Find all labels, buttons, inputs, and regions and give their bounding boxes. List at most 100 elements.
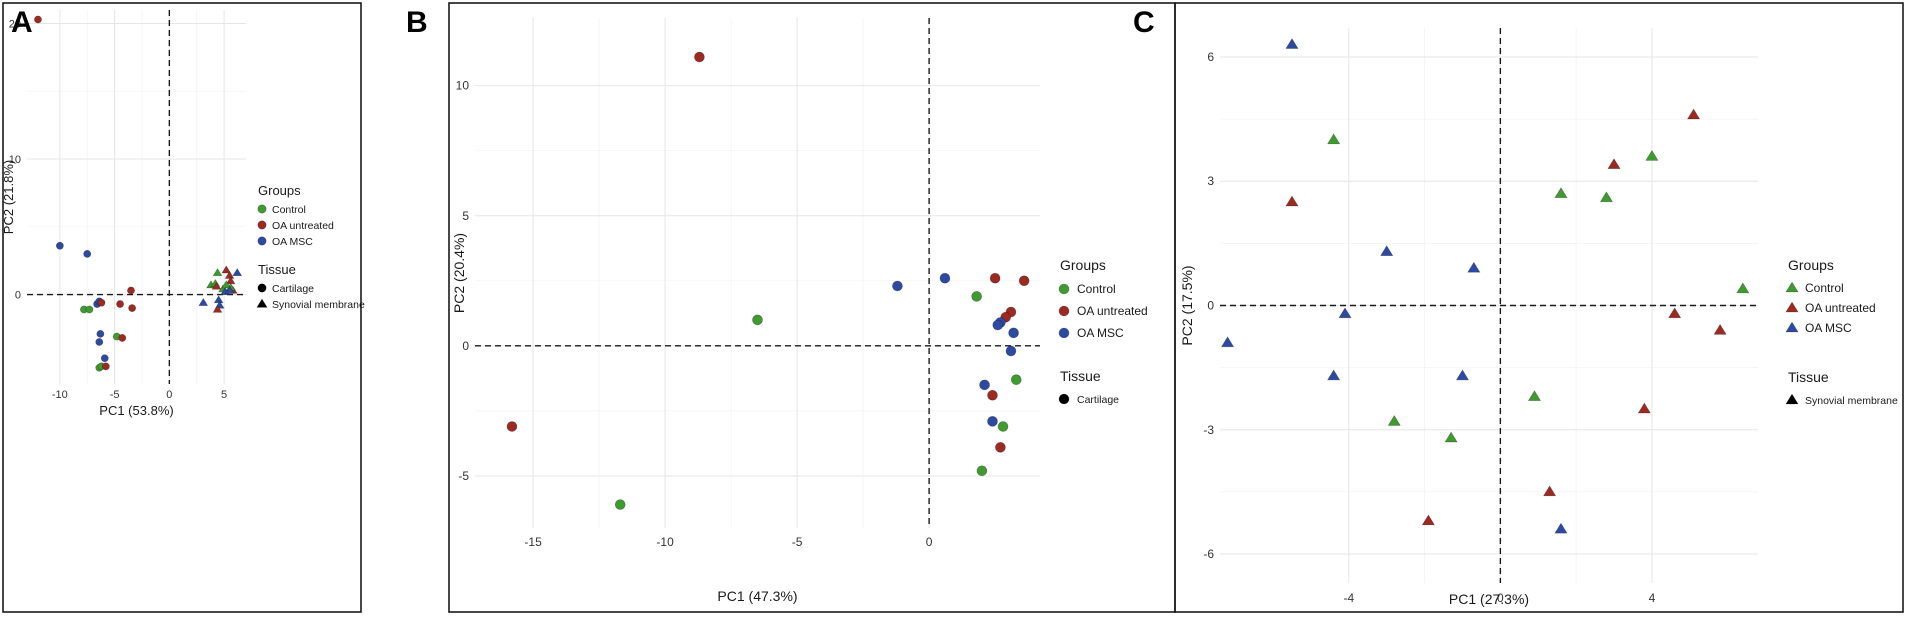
point-oa-msc-triangle [1455, 369, 1470, 381]
point-control-circle [971, 291, 982, 302]
point-oa-untreated-circle [116, 300, 124, 308]
legend: Groups Control OA untreated OA MSC Tissue Car… [256, 183, 365, 311]
legend-label-control: Control [1077, 282, 1116, 296]
point-oa-untreated-triangle [212, 304, 223, 313]
y-axis-title: PC2 (17.5%) [1179, 265, 1195, 345]
point-oa-msc-triangle [1554, 522, 1568, 534]
point-control-triangle [1599, 191, 1614, 203]
gridlines [1220, 28, 1758, 583]
legend-label-control: Control [1805, 281, 1844, 295]
point-oa-untreated-circle [101, 362, 110, 371]
point-oa-untreated-circle [987, 389, 998, 401]
x-tick-label: 0 [1497, 591, 1504, 605]
point-oa-msc-triangle [224, 285, 235, 294]
data-points [1221, 38, 1750, 534]
point-control-triangle [212, 268, 223, 277]
legend-tissue-title: Tissue [1788, 369, 1829, 385]
point-oa-msc-triangle [198, 297, 209, 306]
point-oa-untreated-circle [34, 15, 42, 24]
gridlines [27, 10, 246, 384]
y-tick-label: 0 [462, 339, 469, 353]
point-oa-msc-circle [100, 354, 109, 363]
point-oa-msc-triangle [1338, 307, 1352, 319]
point-oa-msc-circle [95, 338, 104, 346]
point-control-circle [1010, 374, 1022, 385]
point-oa-msc-circle [979, 379, 990, 391]
y-tick-label: 0 [1207, 299, 1214, 313]
legend-label-cartilage: Cartilage [1077, 394, 1119, 406]
point-oa-untreated-triangle [221, 265, 232, 274]
point-oa-msc-triangle [1327, 369, 1341, 381]
point-oa-msc-circle [992, 319, 1004, 331]
point-control-circle [85, 305, 94, 314]
point-oa-untreated-circle [694, 51, 705, 63]
legend-label-oa-msc: OA MSC [1077, 326, 1124, 340]
x-axis-title: PC1 (53.8%) [99, 403, 173, 418]
x-tick-label: 4 [1649, 591, 1656, 605]
point-oa-untreated-triangle [1285, 195, 1299, 207]
point-oa-untreated-circle [989, 272, 1001, 284]
point-control-triangle [1527, 390, 1542, 401]
point-control-triangle [221, 280, 232, 289]
legend-key-oa-untreated [1058, 305, 1070, 317]
y-tick-label: -6 [1203, 547, 1214, 561]
point-oa-untreated-triangle [1668, 307, 1682, 319]
y-axis-title: PC2 (21.8%) [1, 160, 16, 234]
x-tick-label: 5 [221, 389, 227, 401]
legend-label-cartilage: Cartilage [272, 283, 314, 295]
legend-key-cartilage [1058, 393, 1070, 405]
point-oa-untreated-triangle [1607, 158, 1621, 169]
point-oa-msc-circle [55, 241, 64, 250]
x-tick-label: -15 [524, 535, 542, 549]
legend-key-control [1058, 283, 1070, 295]
legend-key-oa-untreated [257, 220, 267, 230]
legend-key-synovial-membrane [1785, 393, 1799, 405]
legend: Groups Control OA untreated OA MSC Tissue Car… [1058, 257, 1148, 406]
x-tick-label: -4 [1343, 591, 1354, 605]
panel-letter: C [1133, 6, 1155, 39]
point-oa-untreated-triangle [211, 281, 222, 290]
point-oa-msc-circle [1008, 327, 1019, 339]
point-control-triangle [1387, 415, 1401, 426]
point-oa-untreated-circle [127, 286, 135, 295]
point-control-circle [752, 314, 763, 326]
x-axis-title: PC1 (27.3%) [1449, 591, 1529, 607]
y-tick-label: 20 [9, 19, 21, 31]
point-oa-untreated-triangle [1687, 108, 1701, 120]
y-tick-label: 10 [456, 79, 470, 93]
legend-label-oa-untreated: OA untreated [1077, 304, 1148, 318]
legend-label-oa-msc: OA MSC [1805, 321, 1852, 335]
point-control-triangle [1554, 187, 1568, 198]
point-oa-untreated-triangle [1421, 514, 1435, 526]
y-tick-label: 5 [462, 209, 469, 223]
point-oa-untreated-triangle [224, 270, 235, 279]
legend-groups-title: Groups [1788, 257, 1834, 273]
point-oa-msc-triangle [1380, 245, 1394, 256]
data-points [506, 51, 1030, 510]
point-control-circle [997, 421, 1009, 432]
y-tick-label: -5 [458, 469, 469, 483]
y-tick-label: 3 [1207, 174, 1214, 188]
legend: Groups Control OA untreated OA MSC Tissue Syn… [1785, 257, 1898, 407]
y-tick-label: -3 [1203, 423, 1214, 437]
point-oa-untreated-triangle [1543, 485, 1557, 497]
point-oa-msc-circle [987, 416, 998, 427]
panel-c: -4 0 4 -6 -3 0 3 6 PC1 (27.3%) PC2 (17.5%) C Groups… [1133, 2, 1904, 613]
panel-letter: B [406, 6, 428, 39]
legend-key-control [1785, 281, 1799, 293]
point-oa-untreated-circle [97, 298, 106, 307]
point-control-triangle [1645, 149, 1659, 161]
point-oa-msc-triangle [232, 268, 243, 277]
point-oa-msc-circle [83, 250, 92, 258]
point-oa-untreated-circle [128, 304, 137, 313]
legend-label-synovial-membrane: Synovial membrane [272, 299, 365, 311]
legend-label-control: Control [272, 204, 306, 216]
point-control-circle [976, 465, 988, 477]
point-control-triangle [1736, 282, 1750, 294]
legend-key-cartilage [257, 283, 267, 293]
point-oa-untreated-circle [995, 442, 1006, 453]
point-oa-msc-circle [939, 272, 951, 284]
y-tick-label: 6 [1207, 50, 1214, 64]
panel-border [1174, 2, 1904, 613]
